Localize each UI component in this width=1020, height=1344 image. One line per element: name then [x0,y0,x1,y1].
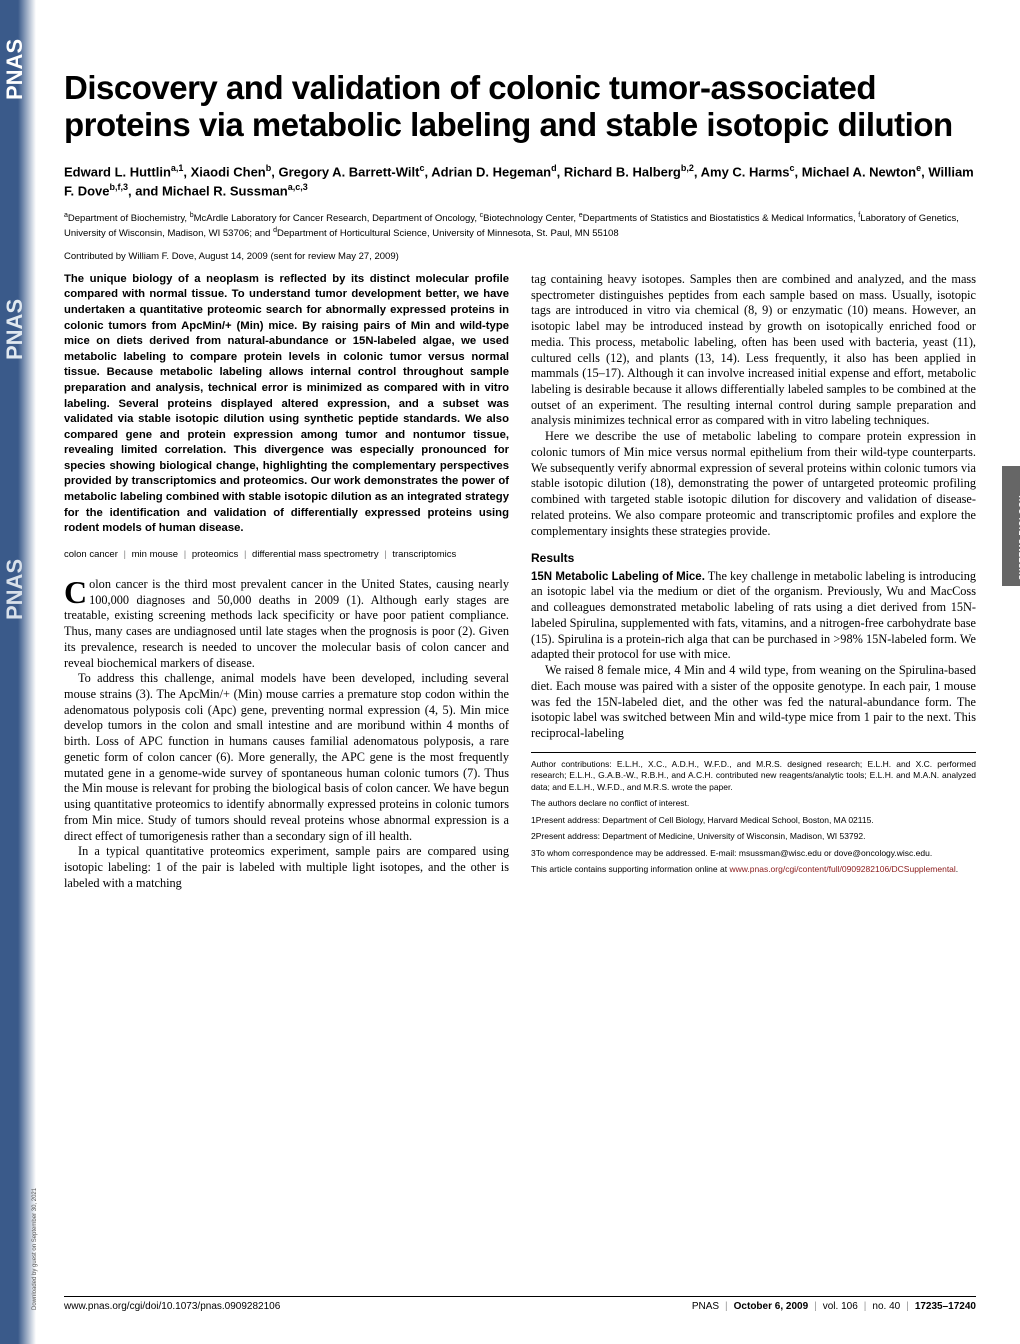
article-page: Discovery and validation of colonic tumo… [64,70,976,892]
right-para-2: Here we describe the use of metabolic la… [531,429,976,539]
intro-para-1-text: olon cancer is the third most prevalent … [64,577,509,670]
author-list: Edward L. Huttlina,1, Xiaodi Chenb, Greg… [64,162,976,201]
si-link[interactable]: www.pnas.org/cgi/content/full/0909282106… [729,864,955,874]
footnote-si-pre: This article contains supporting informa… [531,864,729,874]
pnas-logo-3: PNAS [2,559,28,620]
affiliations: aDepartment of Biochemistry, bMcArdle La… [64,211,976,241]
right-para-1: tag containing heavy isotopes. Samples t… [531,272,976,429]
dropcap: C [64,577,89,606]
results-runin: 15N Metabolic Labeling of Mice. [531,571,705,583]
footnote-si: This article contains supporting informa… [531,864,976,875]
right-column: tag containing heavy isotopes. Samples t… [531,272,976,892]
footnote-coi: The authors declare no conflict of inter… [531,798,976,809]
pnas-left-strip: PNAS PNAS PNAS [0,0,36,1344]
footnote-addr1: 1Present address: Department of Cell Bio… [531,815,976,826]
footnote-corresp: 3To whom correspondence may be addressed… [531,848,976,859]
footnote-rule [531,752,976,753]
footer-citation: PNAS|October 6, 2009|vol. 106|no. 40|172… [692,1301,976,1312]
pnas-logo-2: PNAS [2,299,28,360]
intro-para-3: In a typical quantitative proteomics exp… [64,844,509,891]
two-column-body: The unique biology of a neoplasm is refl… [64,272,976,892]
left-column: The unique biology of a neoplasm is refl… [64,272,509,892]
contributed-by: Contributed by William F. Dove, August 1… [64,251,976,262]
keywords: colon cancer | min mouse | proteomics | … [64,549,509,561]
article-title: Discovery and validation of colonic tumo… [64,70,976,144]
results-para-1: 15N Metabolic Labeling of Mice. The key … [531,569,976,663]
footer-doi: www.pnas.org/cgi/doi/10.1073/pnas.090928… [64,1301,280,1312]
results-para-2: We raised 8 female mice, 4 Min and 4 wil… [531,663,976,742]
intro-para-2: To address this challenge, animal models… [64,671,509,844]
download-note: Downloaded by guest on September 30, 202… [32,1188,38,1310]
footnote-contrib: Author contributions: E.L.H., X.C., A.D.… [531,759,976,793]
footnote-addr2: 2Present address: Department of Medicine… [531,831,976,842]
results-heading: Results [531,551,976,566]
right-body: tag containing heavy isotopes. Samples t… [531,272,976,742]
pnas-logo-1: PNAS [2,39,28,100]
abstract: The unique biology of a neoplasm is refl… [64,272,509,537]
intro-para-1: Colon cancer is the third most prevalent… [64,577,509,671]
page-footer: www.pnas.org/cgi/doi/10.1073/pnas.090928… [64,1296,976,1312]
intro-body: Colon cancer is the third most prevalent… [64,577,509,892]
section-tab: SYSTEMS BIOLOGY [1002,466,1020,586]
footnote-si-post: . [956,864,958,874]
